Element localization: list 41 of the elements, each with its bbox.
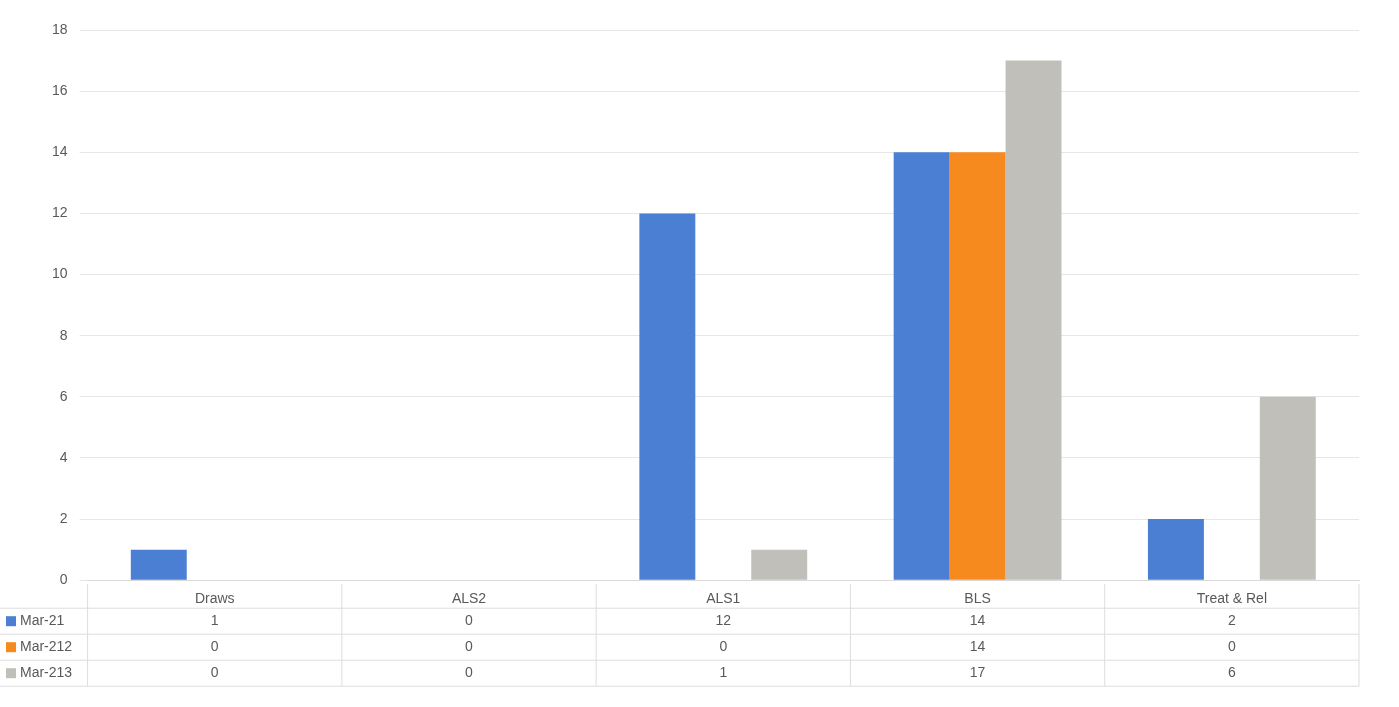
- x-tick-label: Draws: [194, 590, 235, 607]
- y-tick-label: 2: [59, 509, 68, 526]
- bar: [639, 213, 696, 580]
- bar: [1005, 60, 1062, 580]
- legend-label: Mar-21: [20, 612, 65, 629]
- y-tick-label: 6: [59, 387, 68, 404]
- data-label: 1: [210, 612, 219, 629]
- data-label: 6: [1227, 664, 1236, 681]
- y-tick-label: 10: [51, 265, 68, 282]
- x-tick-label: BLS: [964, 590, 991, 607]
- legend-label: Mar-212: [20, 638, 73, 655]
- data-label: 0: [210, 638, 219, 655]
- bar: [1259, 396, 1316, 580]
- data-label: 0: [210, 664, 219, 681]
- data-label: 17: [969, 664, 986, 681]
- data-label: 2: [1227, 612, 1236, 629]
- bar: [130, 549, 187, 580]
- y-tick-label: 0: [59, 571, 68, 588]
- bar: [949, 152, 1006, 580]
- legend-label: Mar-213: [20, 664, 73, 681]
- bar: [751, 549, 808, 580]
- data-label: 14: [969, 638, 986, 655]
- y-tick-label: 8: [59, 326, 68, 343]
- y-tick-label: 12: [51, 204, 68, 221]
- data-label: 0: [465, 664, 474, 681]
- y-tick-label: 16: [51, 81, 68, 98]
- x-tick-label: ALS1: [706, 590, 741, 607]
- data-label: 0: [1227, 638, 1236, 655]
- y-tick-label: 14: [51, 143, 68, 160]
- data-label: 1: [719, 664, 728, 681]
- data-label: 0: [465, 612, 474, 629]
- data-label: 0: [465, 638, 474, 655]
- y-tick-label: 18: [51, 20, 68, 37]
- x-tick-label: Treat & Rel: [1196, 590, 1267, 607]
- data-label: 0: [719, 638, 728, 655]
- bar: [893, 152, 950, 580]
- data-label: 12: [715, 612, 732, 629]
- y-tick-label: 4: [59, 448, 68, 465]
- data-label: 14: [969, 612, 986, 629]
- x-tick-label: ALS2: [451, 590, 487, 607]
- bar: [1147, 519, 1204, 580]
